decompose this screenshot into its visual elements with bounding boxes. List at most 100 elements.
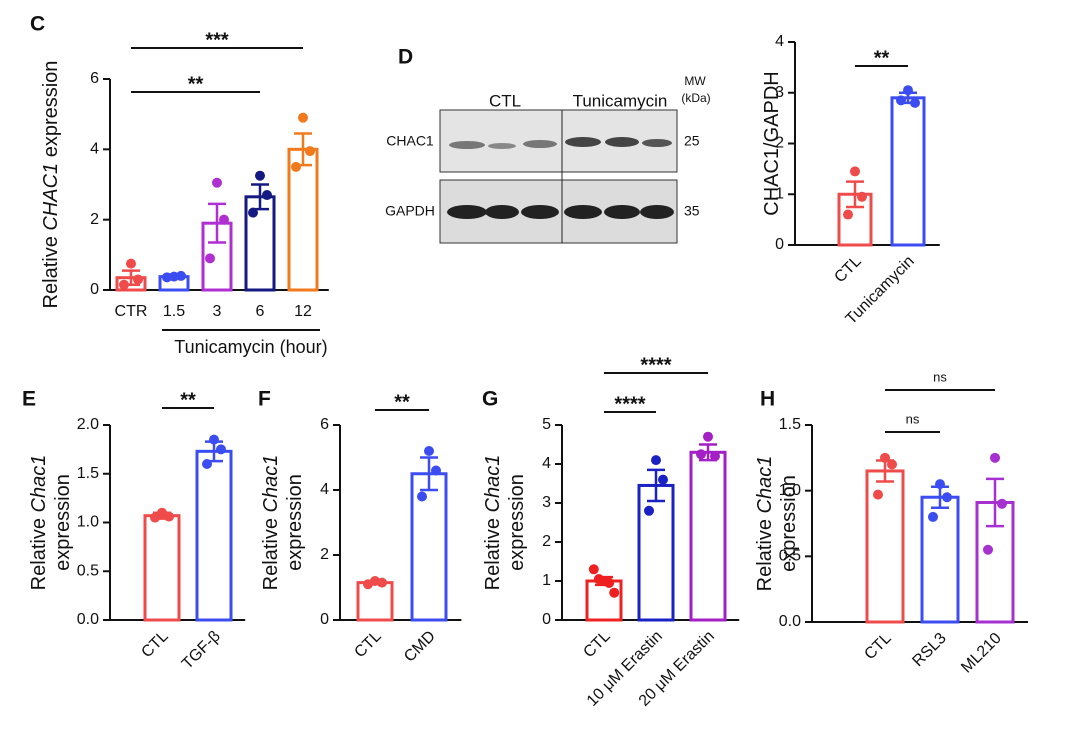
- label-part: Chac1: [482, 455, 504, 513]
- y-tick-label: 0.0: [77, 611, 99, 628]
- data-point: [710, 451, 720, 462]
- data-point: [644, 505, 654, 516]
- y-tick-label: 4: [542, 455, 551, 472]
- label-part: Relative: [40, 231, 62, 309]
- label-part: Relative: [482, 513, 504, 591]
- data-point: [255, 170, 265, 181]
- data-point: [431, 465, 441, 476]
- chart: F 0 2 4 6 Relative Chac1 expression CTL CMD **: [258, 388, 462, 666]
- data-point: [248, 207, 258, 218]
- y-axis-label: Relative Chac1: [28, 455, 50, 591]
- data-point: [262, 190, 272, 201]
- bands: [447, 137, 674, 219]
- data-point: [910, 97, 920, 108]
- mw-label: (kDa): [681, 91, 710, 105]
- bar: [287, 147, 319, 292]
- chart: C 0 2 4 6 Relative CHAC1 expression CTR 1.5 3 6 12…: [30, 13, 329, 357]
- y-axis-label: expression: [52, 474, 74, 571]
- panel-letter: H: [760, 388, 775, 411]
- bar: [865, 469, 905, 624]
- x-tick-label: CTL: [351, 628, 384, 661]
- panel-letter: G: [482, 388, 498, 411]
- data-point: [205, 253, 215, 264]
- label-part: CHAC1: [40, 163, 62, 231]
- label-part: expression: [40, 61, 62, 163]
- significance-label: ****: [640, 354, 671, 376]
- data-point: [126, 258, 136, 269]
- x-tick-label: 1.5: [163, 303, 185, 320]
- group-label: Tunicamycin (hour): [174, 337, 327, 357]
- data-point: [935, 479, 945, 490]
- chart: E 0.0 0.5 1.0 1.5 2.0 Relative Chac1 expression…: [22, 388, 246, 673]
- y-tick-label: 4: [775, 33, 784, 50]
- bar: [585, 579, 623, 622]
- bar: [143, 514, 181, 622]
- y-tick-label: 6: [90, 70, 99, 87]
- y-axis-label: expression: [506, 474, 528, 571]
- data-point: [696, 449, 706, 460]
- label-part: expression: [506, 474, 528, 571]
- y-tick-label: 1: [542, 572, 551, 589]
- x-tick-label: RSL3: [909, 630, 949, 670]
- data-point: [150, 512, 160, 523]
- y-tick-label: 2: [90, 211, 99, 228]
- data-point: [176, 270, 186, 281]
- label-part: Relative: [28, 513, 50, 591]
- data-point: [417, 491, 427, 502]
- x-tick-label: CTL: [831, 253, 864, 286]
- data-point: [703, 431, 713, 442]
- x-tick-label: CTL: [861, 630, 894, 663]
- y-axis-label: Relative Chac1: [754, 456, 776, 592]
- data-point: [903, 85, 913, 96]
- y-tick-label: 1.0: [77, 514, 99, 531]
- data-point: [609, 587, 620, 598]
- y-tick-label: 2.0: [77, 416, 99, 433]
- significance-label: ***: [205, 29, 229, 51]
- y-axis-label: Relative Chac1: [482, 455, 504, 591]
- panel-letter: C: [30, 13, 45, 36]
- bar: [689, 450, 727, 622]
- data-point: [363, 579, 373, 590]
- data-point: [658, 474, 668, 485]
- row-label: CHAC1: [386, 133, 434, 149]
- data-point: [298, 112, 308, 123]
- y-axis-label: expression: [778, 475, 800, 572]
- data-point: [209, 434, 219, 445]
- blot-group: Tunicamycin: [573, 91, 668, 110]
- y-tick-label: 0: [90, 281, 99, 298]
- x-tick-label: 6: [256, 303, 265, 320]
- data-point: [990, 452, 1000, 463]
- significance-label: **: [188, 73, 204, 95]
- data-point: [424, 446, 434, 456]
- data-point: [604, 577, 615, 588]
- y-tick-label: 1.5: [779, 416, 801, 433]
- significance-label: **: [874, 47, 890, 69]
- data-point: [377, 577, 387, 588]
- data-point: [928, 511, 938, 522]
- data-point: [887, 459, 897, 470]
- y-tick-label: 2: [775, 135, 784, 152]
- data-point: [212, 177, 222, 188]
- mw-value: 25: [684, 133, 700, 149]
- blot-row: [439, 109, 678, 173]
- mw-label: MW: [684, 74, 706, 88]
- y-tick-label: 2: [320, 546, 329, 563]
- label-part: expression: [52, 474, 74, 571]
- significance-label: **: [394, 391, 410, 413]
- bar: [356, 581, 394, 622]
- significance-label: ****: [614, 393, 645, 415]
- panel-letter: F: [258, 388, 271, 411]
- data-point: [880, 452, 890, 463]
- y-tick-label: 1.0: [779, 482, 801, 499]
- data-point: [843, 209, 853, 220]
- data-point: [164, 511, 174, 522]
- chart: H 0.0 0.5 1.0 1.5 Relative Chac1 expression CTL…: [754, 369, 1028, 676]
- x-tick-label: CTR: [115, 303, 148, 320]
- y-tick-label: 3: [542, 494, 551, 511]
- bar: [195, 449, 233, 622]
- significance-label: **: [180, 389, 196, 411]
- x-tick-label: CMD: [401, 628, 439, 666]
- data-point: [873, 489, 883, 500]
- data-point: [997, 498, 1007, 509]
